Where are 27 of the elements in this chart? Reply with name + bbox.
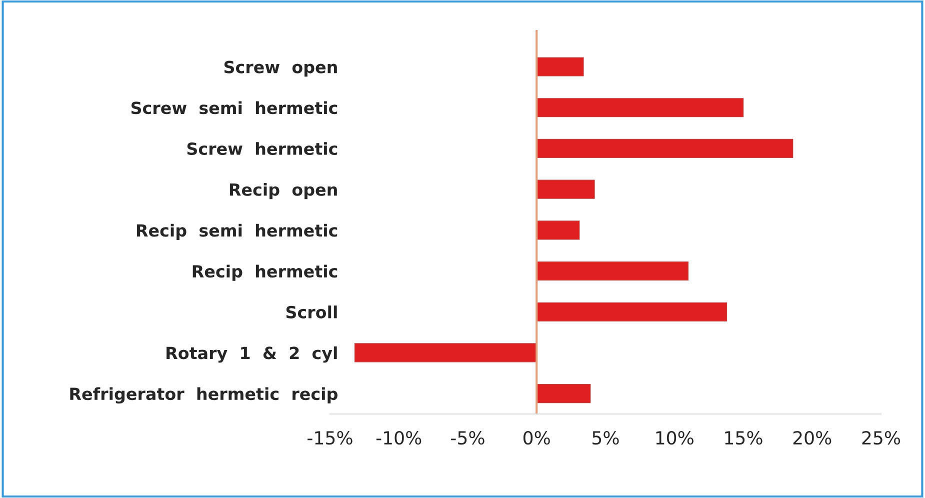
y-tick-label: Recip open: [230, 182, 337, 200]
y-tick-label: Scroll: [286, 306, 337, 318]
y-tick-label: Recip semi hermetic: [136, 224, 338, 240]
x-tick-label: 0%: [523, 430, 550, 445]
x-tick-label: -10%: [376, 430, 422, 445]
x-tick-label: -5%: [451, 430, 484, 445]
bar: [536, 138, 794, 158]
bar: [536, 302, 728, 322]
x-tick-label: 25%: [862, 430, 900, 445]
y-tick-label: Rotary 1 & 2 cyl: [166, 346, 337, 363]
bar: [536, 384, 591, 404]
bar: [536, 180, 595, 199]
bar: [536, 57, 584, 76]
y-tick-label: Recip hermetic: [192, 264, 338, 281]
bar: [536, 220, 580, 240]
x-tick-label: 5%: [592, 430, 619, 445]
bar: [536, 261, 688, 281]
y-tick-label: Screw semi hermetic: [131, 101, 338, 114]
x-tick-label: 15%: [725, 430, 762, 445]
y-tick-label: Screw hermetic: [187, 142, 338, 156]
x-tick-label: 20%: [793, 430, 832, 445]
x-tick-label: -15%: [308, 430, 352, 445]
y-tick-label: Screw open: [224, 60, 337, 77]
bar: [354, 343, 537, 362]
x-tick-label: 10%: [656, 430, 694, 445]
y-tick-label: Refrigerator hermetic recip: [70, 387, 338, 404]
bar: [536, 98, 744, 118]
